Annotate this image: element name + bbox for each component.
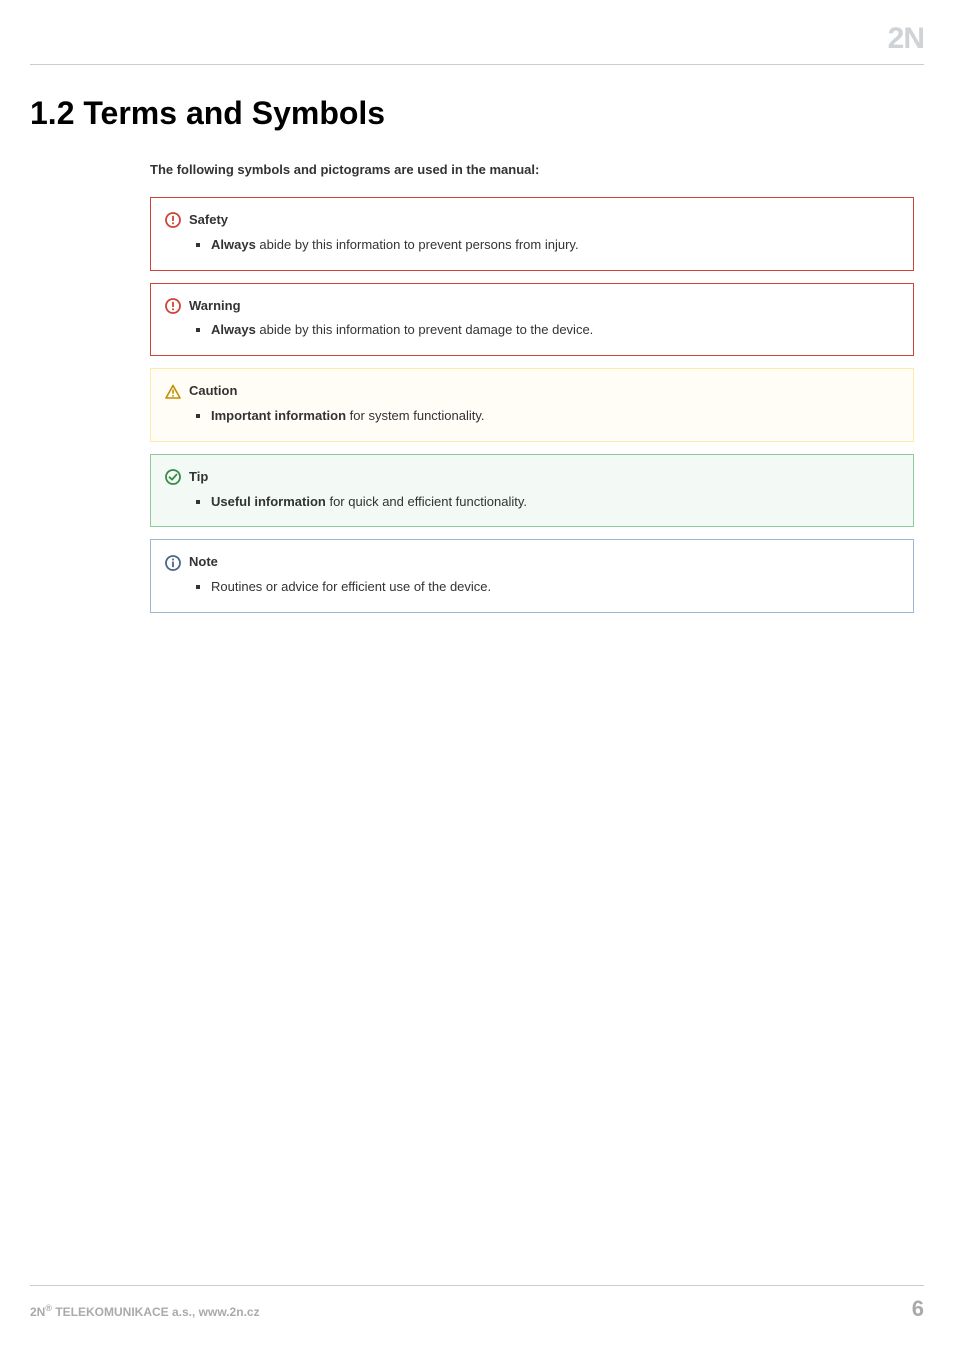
callout-note-list: Routines or advice for efficient use of … [165,577,899,598]
callout-caution-prefix: Important information [211,408,346,423]
callout-warning-list: Always abide by this information to prev… [165,320,899,341]
footer-rest: TELEKOMUNIKACE a.s., www.2n.cz [52,1305,260,1319]
callout-warning-header: Warning [165,296,899,317]
alert-circle-icon [165,212,181,228]
footer-company: 2N [30,1305,45,1319]
callout-warning-title: Warning [189,296,241,317]
alert-circle-icon [165,298,181,314]
callout-caution-header: Caution [165,381,899,402]
callout-note-header: Note [165,552,899,573]
footer-reg: ® [45,1303,52,1313]
header-divider [30,64,924,65]
warning-triangle-icon [165,384,181,400]
callout-tip-item: Useful information for quick and efficie… [211,492,899,513]
callout-warning: Warning Always abide by this information… [150,283,914,357]
callout-caution-rest: for system functionality. [346,408,484,423]
callout-safety-rest: abide by this information to prevent per… [259,237,578,252]
callout-safety: Safety Always abide by this information … [150,197,914,271]
page-number: 6 [912,1296,924,1322]
callout-note-item: Routines or advice for efficient use of … [211,577,899,598]
callout-tip: Tip Useful information for quick and eff… [150,454,914,528]
callout-note: Note Routines or advice for efficient us… [150,539,914,613]
callout-tip-prefix: Useful information [211,494,326,509]
check-circle-icon [165,469,181,485]
callout-caution: Caution Important information for system… [150,368,914,442]
info-circle-icon [165,555,181,571]
footer-left: 2N® TELEKOMUNIKACE a.s., www.2n.cz [30,1303,260,1319]
callout-tip-title: Tip [189,467,208,488]
callout-caution-title: Caution [189,381,237,402]
callout-note-rest: Routines or advice for efficient use of … [211,579,491,594]
page-title: 1.2 Terms and Symbols [30,95,924,132]
callout-tip-header: Tip [165,467,899,488]
callout-warning-rest: abide by this information to prevent dam… [256,322,593,337]
callout-warning-prefix: Always [211,322,256,337]
callout-note-title: Note [189,552,218,573]
lead-text: The following symbols and pictograms are… [150,162,914,177]
footer-divider [30,1285,924,1286]
callout-tip-rest: for quick and efficient functionality. [326,494,527,509]
callout-safety-prefix: Always [211,237,259,252]
content-indent: The following symbols and pictograms are… [150,162,914,613]
footer-row: 2N® TELEKOMUNIKACE a.s., www.2n.cz 6 [30,1296,924,1322]
brand-logo: 2N [888,22,924,56]
callout-caution-item: Important information for system functio… [211,406,899,427]
callout-safety-list: Always abide by this information to prev… [165,235,899,256]
callout-warning-item: Always abide by this information to prev… [211,320,899,341]
callout-tip-list: Useful information for quick and efficie… [165,492,899,513]
callout-safety-item: Always abide by this information to prev… [211,235,899,256]
page-content: 1.2 Terms and Symbols The following symb… [30,95,924,625]
callout-safety-title: Safety [189,210,228,231]
callout-safety-header: Safety [165,210,899,231]
callout-caution-list: Important information for system functio… [165,406,899,427]
page-footer: 2N® TELEKOMUNIKACE a.s., www.2n.cz 6 [30,1285,924,1322]
